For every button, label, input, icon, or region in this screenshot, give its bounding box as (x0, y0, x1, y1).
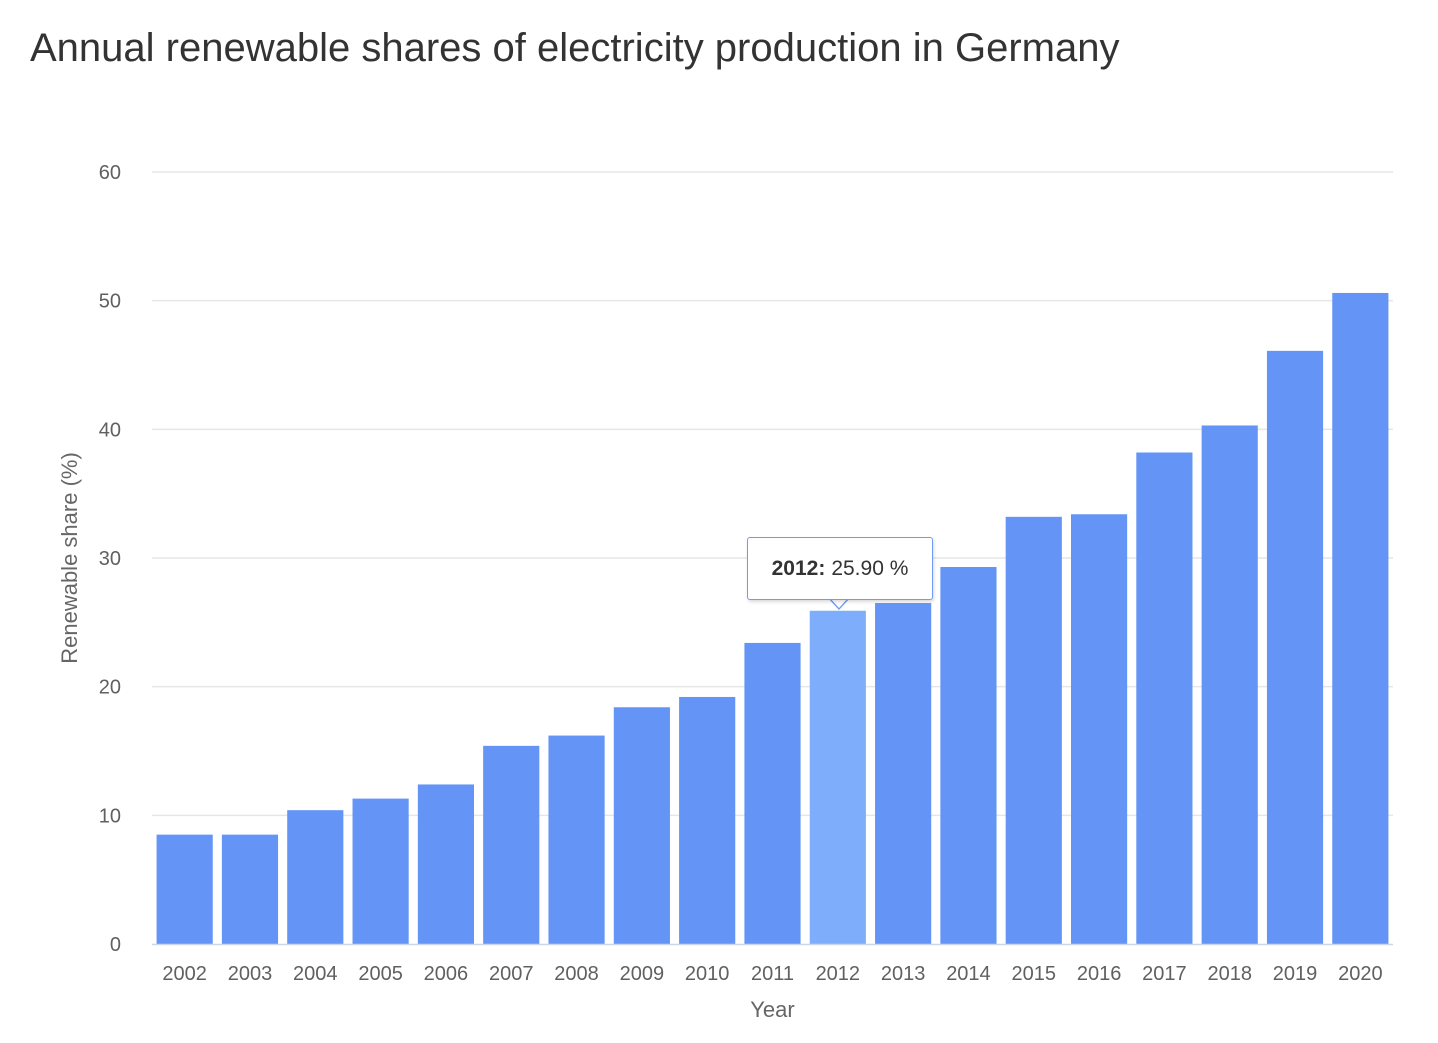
bar-2011[interactable] (744, 642, 801, 944)
bar-2014[interactable] (940, 567, 997, 944)
x-tick-label: 2020 (1338, 963, 1383, 985)
bar-2016[interactable] (1070, 514, 1128, 944)
x-tick-label: 2016 (1077, 963, 1122, 985)
bar-2010[interactable] (679, 696, 736, 944)
bar-2005[interactable] (352, 798, 409, 944)
tooltip-year: 2012: (771, 556, 826, 580)
tooltip: 2012: 25.90 % (747, 537, 933, 600)
x-tick-label: 2003 (228, 963, 273, 985)
bars (156, 292, 1389, 944)
bar-2012[interactable] (809, 610, 866, 944)
x-tick-label: 2014 (946, 963, 991, 985)
x-tick-label: 2004 (293, 963, 338, 985)
x-tick-label: 2017 (1142, 963, 1187, 985)
x-tick-label: 2010 (685, 963, 730, 985)
x-tick-label: 2013 (881, 963, 926, 985)
x-tick-label: 2005 (358, 963, 403, 985)
y-axis-ticks: 0 10 20 30 40 50 60 (99, 162, 121, 956)
y-tick-label: 50 (99, 291, 121, 313)
bar-2020[interactable] (1332, 292, 1389, 944)
y-tick-label: 60 (99, 162, 121, 184)
bar-2007[interactable] (483, 745, 540, 944)
x-axis-ticks: 2002 2003 2004 2005 2006 2007 2008 2009 2010 2011… (162, 963, 1382, 985)
tooltip-pointer-fill (829, 597, 849, 608)
bar-2019[interactable] (1266, 350, 1324, 944)
bar-2004[interactable] (287, 810, 344, 944)
bar-2013[interactable] (875, 603, 932, 944)
x-tick-label: 2012 (816, 963, 861, 985)
y-tick-label: 0 (110, 934, 121, 956)
x-tick-label: 2007 (489, 963, 534, 985)
bar-2018[interactable] (1201, 425, 1258, 944)
bar-2002[interactable] (156, 834, 213, 944)
x-tick-label: 2015 (1012, 963, 1057, 985)
x-axis-title: Year (750, 997, 794, 1022)
y-axis-title: Renewable share (%) (57, 452, 82, 664)
x-tick-label: 2002 (162, 963, 207, 985)
x-tick-label: 2018 (1207, 963, 1252, 985)
x-tick-label: 2009 (620, 963, 665, 985)
tooltip-value: 25.90 % (831, 556, 909, 580)
chart-title: Annual renewable shares of electricity p… (30, 26, 1120, 70)
x-tick-label: 2019 (1273, 963, 1318, 985)
x-tick-label: 2011 (751, 963, 794, 985)
bar-2006[interactable] (417, 784, 475, 944)
x-tick-label: 2006 (424, 963, 469, 985)
bar-2008[interactable] (548, 735, 605, 944)
y-tick-label: 40 (99, 419, 121, 441)
bar-2009[interactable] (613, 707, 670, 944)
y-tick-label: 20 (99, 677, 121, 699)
bar-2017[interactable] (1136, 452, 1193, 944)
y-tick-label: 10 (99, 805, 121, 827)
y-tick-label: 30 (99, 548, 121, 570)
x-tick-label: 2008 (554, 963, 599, 985)
bar-2003[interactable] (221, 834, 279, 944)
bar-2015[interactable] (1005, 516, 1062, 944)
